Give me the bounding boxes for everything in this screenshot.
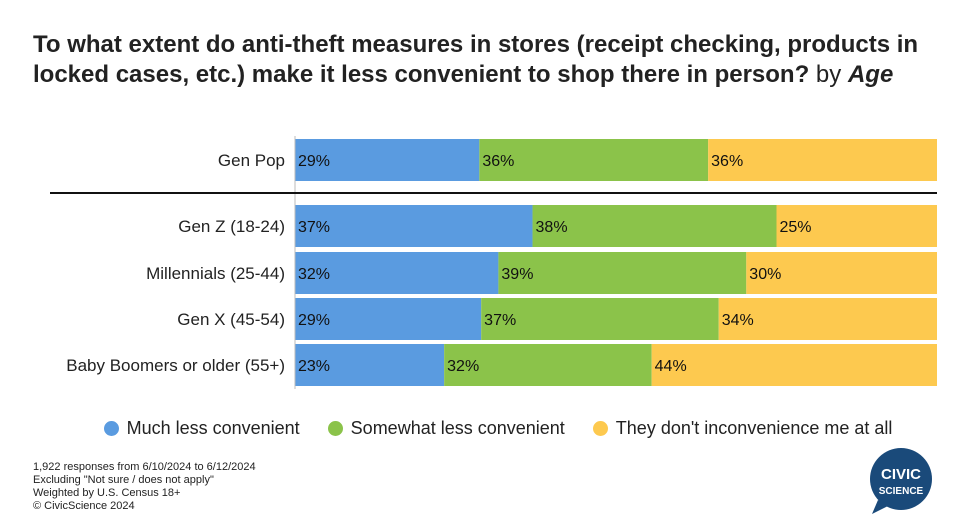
legend-label-not-at-all: They don't inconvenience me at all bbox=[615, 418, 893, 438]
legend-swatch-not-at-all bbox=[592, 421, 608, 436]
category-label: Millennials (25-44) bbox=[146, 264, 285, 283]
data-label: 36% bbox=[711, 153, 743, 170]
bar-segment bbox=[295, 139, 480, 181]
legend-swatch-somewhat-less bbox=[327, 421, 343, 436]
data-label: 32% bbox=[447, 358, 479, 375]
category-label: Gen X (45-54) bbox=[177, 310, 285, 329]
bar-segment bbox=[718, 298, 937, 340]
chart-legend: Much less convenient Somewhat less conve… bbox=[0, 418, 966, 439]
data-label: 30% bbox=[749, 266, 781, 283]
bar-segment bbox=[444, 344, 652, 386]
data-label: 39% bbox=[501, 266, 533, 283]
data-label: 25% bbox=[780, 219, 812, 236]
footnote-copyright: © CivicScience 2024 bbox=[33, 500, 135, 512]
footnote-responses: 1,922 responses from 6/10/2024 to 6/12/2… bbox=[33, 461, 256, 473]
footnote-weighting: Weighted by U.S. Census 18+ bbox=[33, 487, 181, 499]
legend-label-somewhat-less: Somewhat less convenient bbox=[350, 418, 565, 438]
legend-item-somewhat-less: Somewhat less convenient bbox=[327, 418, 565, 439]
data-label: 29% bbox=[298, 312, 330, 329]
chart-title: To what extent do anti-theft measures in… bbox=[33, 30, 953, 90]
category-label: Baby Boomers or older (55+) bbox=[66, 356, 285, 375]
bar-segment bbox=[479, 139, 709, 181]
bar-segment bbox=[532, 205, 777, 247]
civicscience-logo: CIVIC SCIENCE bbox=[870, 448, 932, 514]
data-label: 23% bbox=[298, 358, 330, 375]
bar-segment bbox=[295, 205, 533, 247]
data-label: 37% bbox=[484, 312, 516, 329]
bar-segment bbox=[651, 344, 937, 386]
data-label: 44% bbox=[655, 358, 687, 375]
legend-item-not-at-all: They don't inconvenience me at all bbox=[592, 418, 893, 439]
data-label: 37% bbox=[298, 219, 330, 236]
bar-segment bbox=[776, 205, 937, 247]
category-label: Gen Z (18-24) bbox=[178, 217, 285, 236]
bar-segment bbox=[708, 139, 937, 181]
data-label: 32% bbox=[298, 266, 330, 283]
footnote-excluding: Excluding "Not sure / does not apply" bbox=[33, 474, 214, 486]
data-label: 36% bbox=[482, 153, 514, 170]
title-by: by bbox=[815, 61, 842, 88]
bar-segment bbox=[498, 252, 747, 294]
bar-segment bbox=[746, 252, 937, 294]
category-label: Gen Pop bbox=[218, 151, 285, 170]
title-dimension: Age bbox=[847, 61, 894, 88]
legend-item-much-less: Much less convenient bbox=[103, 418, 300, 439]
logo-text-science: SCIENCE bbox=[879, 486, 924, 497]
logo-text-civic: CIVIC bbox=[881, 466, 921, 483]
bar-segment bbox=[295, 298, 482, 340]
bar-segment bbox=[295, 344, 445, 386]
data-label: 38% bbox=[536, 219, 568, 236]
bar-segment bbox=[481, 298, 719, 340]
data-label: 29% bbox=[298, 153, 330, 170]
data-label: 34% bbox=[722, 312, 754, 329]
legend-swatch-much-less bbox=[103, 421, 119, 436]
title-main: To what extent do anti-theft measures in… bbox=[33, 31, 919, 88]
footnotes: 1,922 responses from 6/10/2024 to 6/12/2… bbox=[33, 461, 256, 513]
legend-label-much-less: Much less convenient bbox=[126, 418, 300, 438]
bar-segment bbox=[295, 252, 499, 294]
